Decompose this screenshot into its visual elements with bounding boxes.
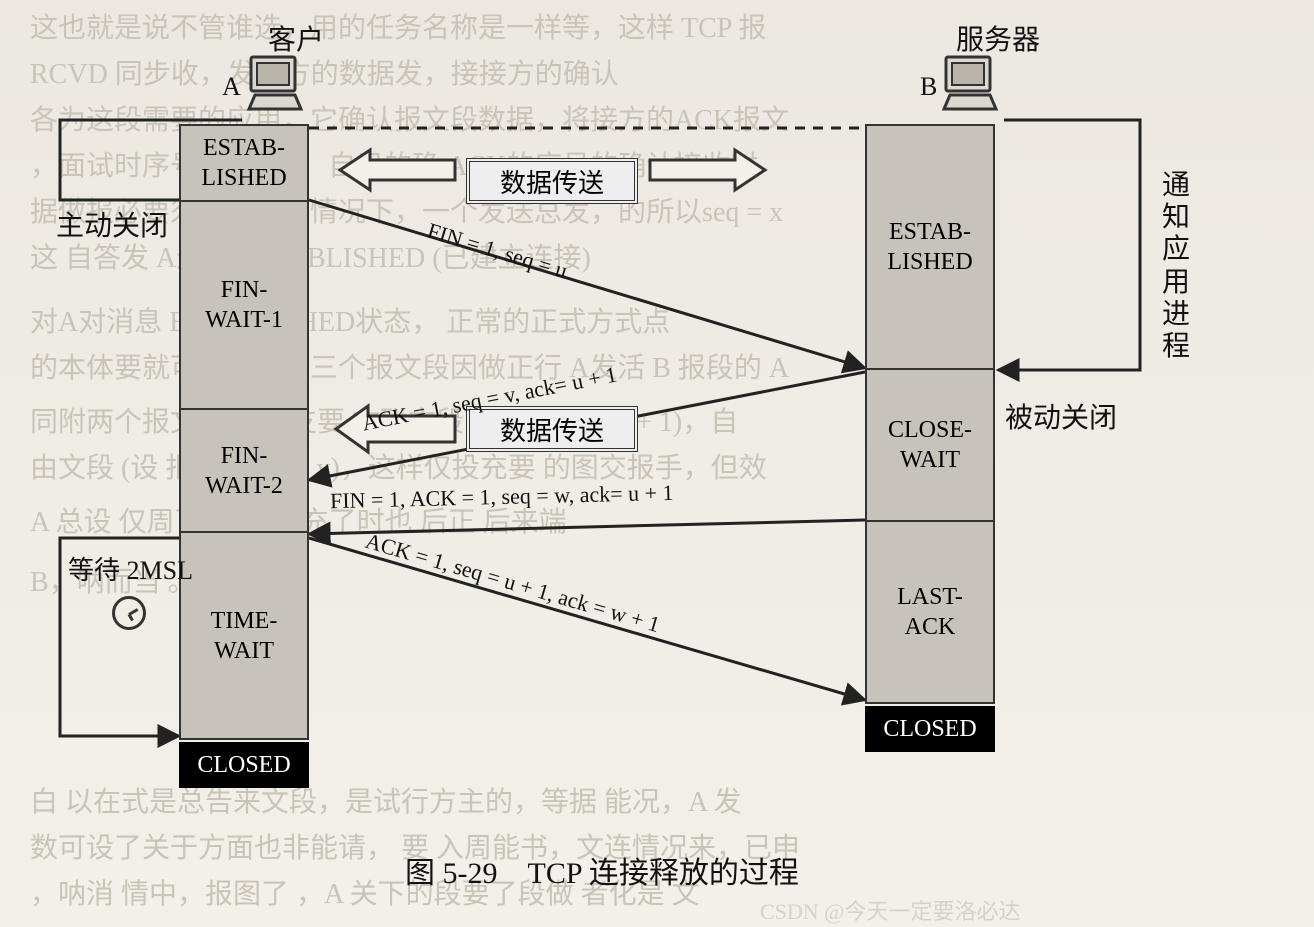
server-state-established: ESTAB-LISHED	[867, 126, 993, 370]
clock-icon	[112, 596, 146, 630]
figure-caption: 图 5-29 TCP 连接释放的过程	[405, 848, 799, 892]
data-transfer-box-mid: 数据传送	[466, 406, 638, 452]
client-state-fin-wait-2: FIN-WAIT-2	[181, 410, 307, 533]
diagram-canvas: 这也就是说不管谁选，用的任务名称是一样等，这样 TCP 报RCVD 同步收，发送…	[0, 0, 1314, 927]
client-state-column: ESTAB-LISHED FIN-WAIT-1 FIN-WAIT-2 TIME-…	[179, 124, 309, 740]
watermark-text: CSDN @今天一定要洛必达	[760, 894, 1020, 926]
data-transfer-box-top: 数据传送	[466, 158, 638, 204]
client-state-fin-wait-1: FIN-WAIT-1	[181, 202, 307, 410]
client-state-closed: CLOSED	[179, 742, 309, 788]
active-close-label: 主动关闭	[56, 204, 168, 244]
server-state-close-wait: CLOSE-WAIT	[867, 370, 993, 522]
client-state-time-wait: TIME-WAIT	[181, 533, 307, 738]
client-state-established: ESTAB-LISHED	[181, 126, 307, 202]
notify-app-label: 通知应用进程	[1162, 170, 1190, 363]
passive-close-label: 被动关闭	[1005, 396, 1117, 436]
server-state-closed: CLOSED	[865, 706, 995, 752]
wait-2msl-label: 等待 2MSL	[68, 550, 193, 587]
server-state-last-ack: LAST-ACK	[867, 522, 993, 702]
server-state-column: ESTAB-LISHED CLOSE-WAIT LAST-ACK	[865, 124, 995, 704]
